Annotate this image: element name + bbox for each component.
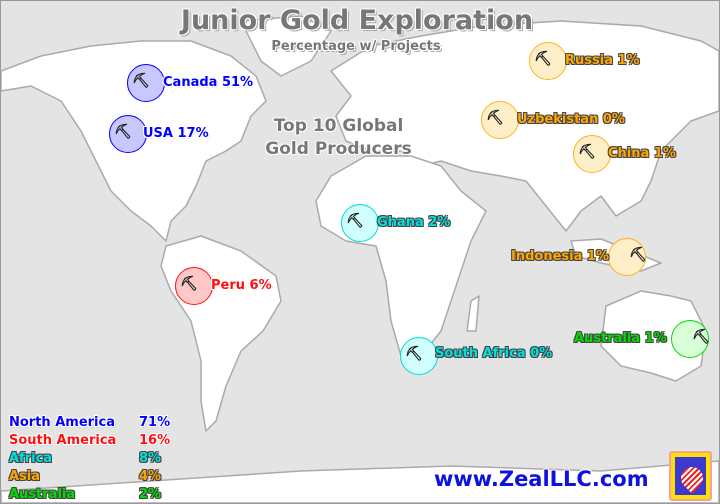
region-legend: North America 71% South America 16% Africa… [9,414,170,503]
country-percent: 51% [221,75,254,90]
country-name: Australia [574,331,641,346]
south-america-landmass [160,235,282,432]
marker-circle-usa [109,115,147,153]
legend-region: Asia [9,469,41,484]
country-name: Russia [565,53,613,68]
country-name: South Africa [435,346,526,361]
country-percent: 1% [617,53,640,68]
marker-circle-ghana [341,204,379,242]
legend-region: Australia [9,487,76,502]
legend-row: Asia 4% [9,468,161,486]
legend-row: South America 16% [9,432,170,450]
pickaxe-icon: ⛏ [114,124,132,140]
country-name: Uzbekistan [517,112,599,127]
legend-row: Africa 8% [9,450,161,468]
country-name: Indonesia [511,249,583,264]
marker-label: Peru 6% [211,278,272,293]
australia-landmass [600,290,707,382]
marker-circle-south-africa [400,337,438,375]
legend-row: Australia 2% [9,486,161,503]
marker-circle-russia [529,42,567,80]
legend-percent: 16% [139,433,171,448]
pickaxe-icon: ⛏ [346,213,364,229]
marker-circle-australia [671,320,709,358]
legend-percent: 4% [139,469,162,484]
map-subtitle: Percentage w/ Projects [271,39,441,54]
legend-percent: 8% [139,451,162,466]
country-percent: 17% [177,126,209,141]
legend-row: North America 71% [9,414,170,432]
pickaxe-icon: ⛏ [534,51,552,67]
country-percent: 2% [428,215,451,230]
center-note-line: Gold Producers [265,139,412,159]
pickaxe-icon: ⛏ [405,346,423,362]
marker-label: China 1% [608,146,676,161]
pickaxe-icon: ⛏ [180,276,198,292]
country-percent: 0% [602,112,625,127]
marker-label: Russia 1% [565,53,640,68]
map-title: Junior Gold Exploration [180,5,534,36]
center-note-line: Top 10 Global [273,116,404,136]
antarctica-landmass [1,460,719,503]
marker-label: Australia 1% [574,331,667,346]
country-percent: 1% [653,146,676,161]
marker-label: Uzbekistan 0% [517,112,625,127]
pickaxe-icon: ⛏ [132,73,150,89]
country-percent: 6% [249,278,272,293]
pickaxe-icon: ⛏ [629,247,647,263]
europe-asia-landmass [330,20,719,232]
pickaxe-icon: ⛏ [692,329,710,345]
zeal-logo [669,451,712,501]
legend-percent: 71% [139,415,171,430]
marker-circle-canada [127,64,165,102]
africa-landmass [315,155,487,357]
country-percent: 1% [644,331,667,346]
country-name: USA [143,126,173,141]
country-name: China [608,146,650,161]
madagascar-landmass [466,295,480,332]
country-name: Peru [211,278,246,293]
pickaxe-icon: ⛏ [486,110,504,126]
legend-percent: 2% [139,487,162,502]
marker-label: Indonesia 1% [511,249,609,264]
marker-circle-china [573,135,611,173]
country-name: Ghana [377,215,424,230]
marker-label: USA 17% [143,126,209,141]
country-name: Canada [163,75,218,90]
country-percent: 1% [586,249,609,264]
marker-circle-uzbekistan [481,101,519,139]
marker-label: South Africa 0% [435,346,552,361]
marker-label: Ghana 2% [377,215,450,230]
legend-region: Africa [9,451,53,466]
center-note: Top 10 Global Gold Producers [256,115,421,161]
greenland-landmass [240,15,332,77]
marker-circle-peru [175,267,213,305]
marker-circle-indonesia [608,238,646,276]
legend-region: North America [9,415,115,430]
marker-label: Canada 51% [163,75,253,90]
country-percent: 0% [530,346,553,361]
website-link[interactable]: www.ZealLLC.com [434,467,649,491]
pickaxe-icon: ⛏ [578,144,596,160]
legend-region: South America [9,433,117,448]
